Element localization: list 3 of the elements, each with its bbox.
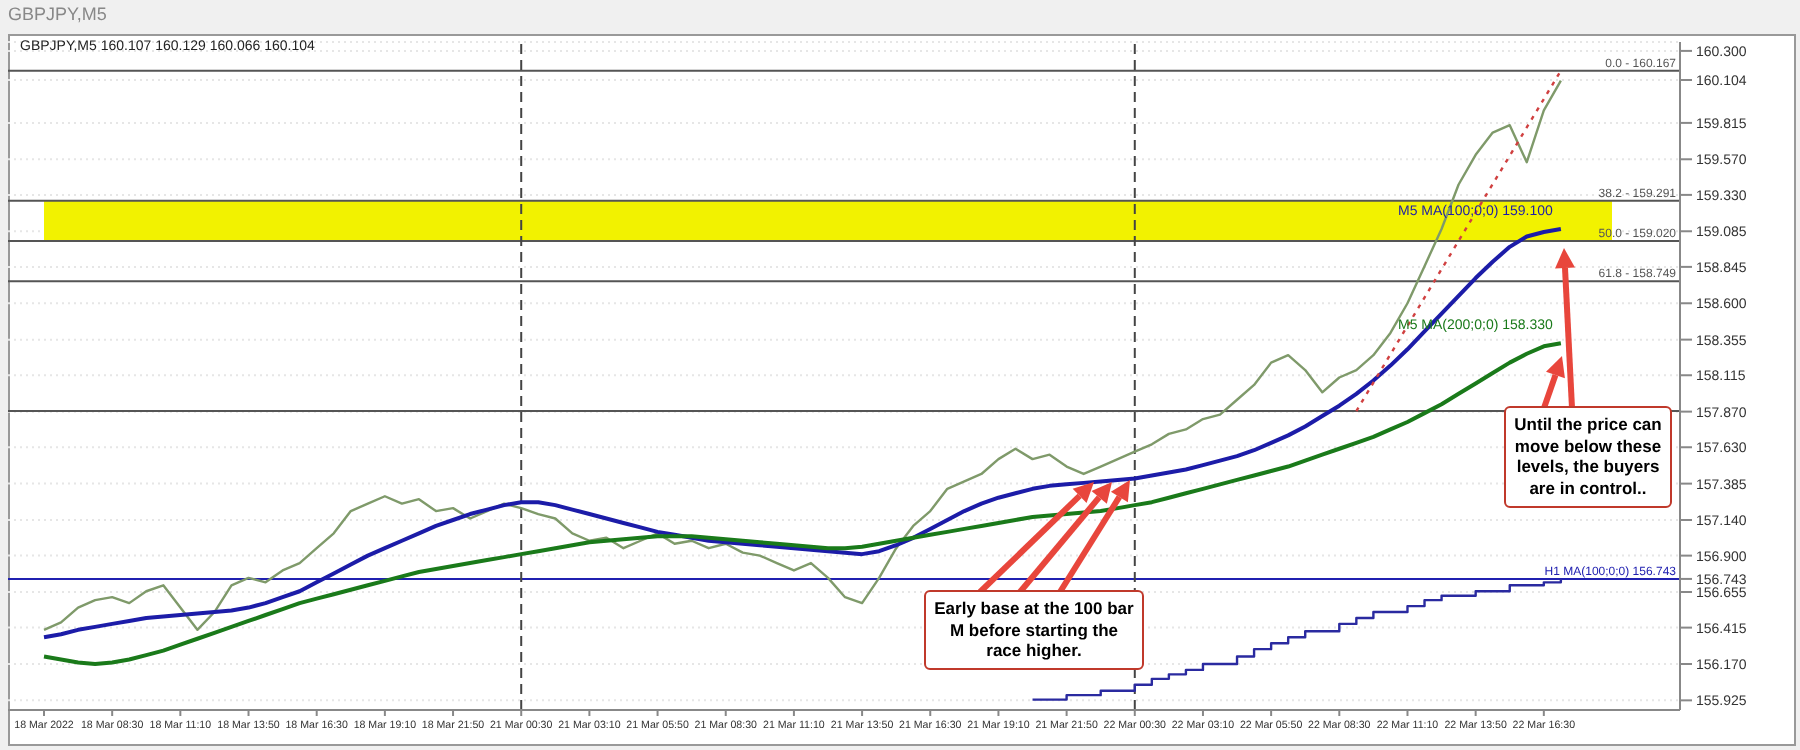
chart-title: GBPJPY,M5 <box>8 4 107 24</box>
callout: Early base at the 100 bar M before starting the race higher. <box>924 590 1144 670</box>
callout: Until the price can move below these levels, the buyers are in control.. <box>1504 406 1672 507</box>
